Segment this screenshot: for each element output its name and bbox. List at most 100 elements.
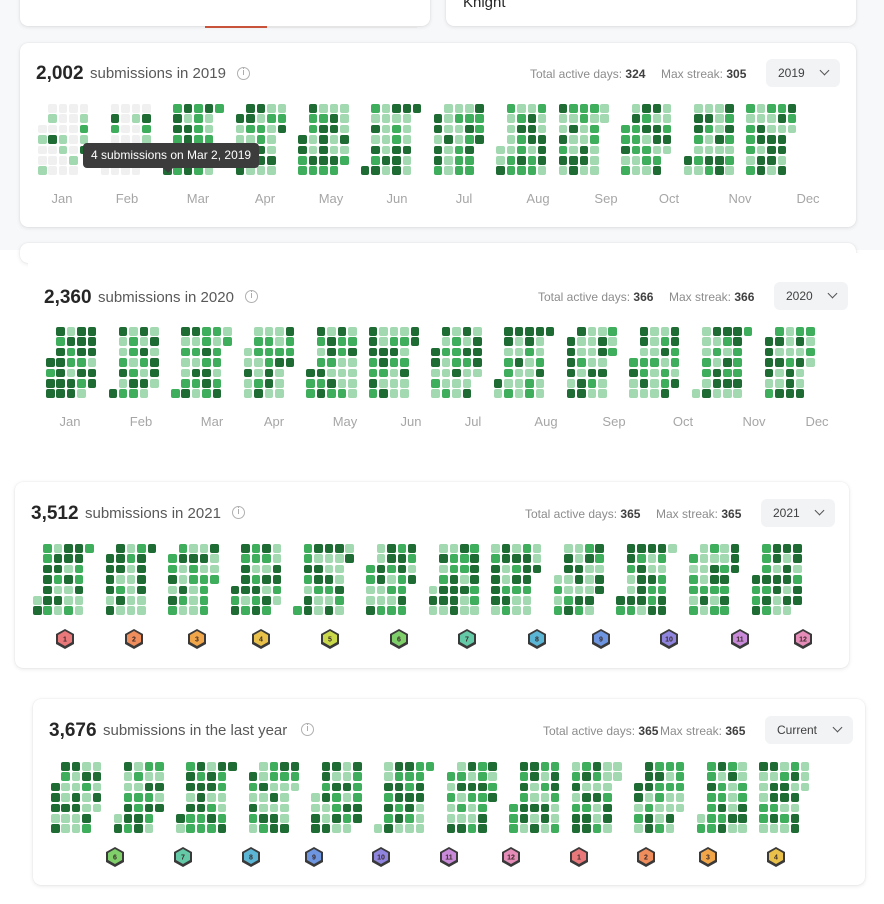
day-cell[interactable]: [366, 564, 375, 574]
day-cell[interactable]: [751, 596, 761, 605]
day-cell[interactable]: [577, 358, 586, 367]
day-cell[interactable]: [48, 135, 57, 144]
day-cell[interactable]: [342, 814, 352, 823]
day-cell[interactable]: [616, 596, 625, 605]
day-cell[interactable]: [241, 606, 250, 615]
day-cell[interactable]: [473, 358, 482, 367]
day-cell[interactable]: [769, 824, 779, 833]
day-cell[interactable]: [631, 104, 641, 113]
day-cell[interactable]: [308, 156, 318, 165]
day-cell[interactable]: [608, 327, 617, 336]
day-cell[interactable]: [665, 814, 675, 823]
day-cell[interactable]: [337, 368, 347, 378]
day-cell[interactable]: [569, 104, 578, 113]
day-cell[interactable]: [527, 166, 537, 175]
day-cell[interactable]: [550, 772, 560, 781]
month-badge-icon[interactable]: 8: [527, 628, 547, 650]
day-cell[interactable]: [189, 606, 198, 615]
day-cell[interactable]: [92, 793, 102, 802]
day-cell[interactable]: [720, 564, 729, 574]
day-cell[interactable]: [204, 124, 214, 134]
day-cell[interactable]: [587, 347, 597, 357]
day-cell[interactable]: [725, 166, 734, 175]
day-cell[interactable]: [772, 544, 782, 553]
day-cell[interactable]: [670, 358, 680, 367]
day-cell[interactable]: [69, 166, 78, 175]
day-cell[interactable]: [452, 379, 461, 388]
day-cell[interactable]: [366, 585, 375, 595]
day-cell[interactable]: [337, 337, 347, 346]
day-cell[interactable]: [675, 803, 685, 813]
day-cell[interactable]: [790, 803, 800, 813]
day-cell[interactable]: [181, 337, 190, 346]
day-cell[interactable]: [439, 606, 448, 615]
day-cell[interactable]: [387, 564, 396, 574]
day-cell[interactable]: [269, 803, 279, 813]
day-cell[interactable]: [501, 564, 511, 574]
day-cell[interactable]: [400, 379, 409, 388]
day-cell[interactable]: [194, 166, 203, 175]
day-cell[interactable]: [795, 358, 805, 367]
day-cell[interactable]: [585, 606, 594, 615]
day-cell[interactable]: [439, 544, 448, 553]
day-cell[interactable]: [764, 368, 774, 378]
day-cell[interactable]: [777, 135, 787, 144]
day-cell[interactable]: [571, 772, 581, 781]
day-cell[interactable]: [230, 596, 240, 605]
day-cell[interactable]: [512, 585, 521, 595]
day-cell[interactable]: [683, 156, 693, 165]
day-cell[interactable]: [662, 114, 672, 123]
day-cell[interactable]: [598, 389, 607, 398]
day-cell[interactable]: [769, 803, 779, 813]
day-cell[interactable]: [501, 606, 511, 615]
day-cell[interactable]: [577, 379, 586, 388]
day-cell[interactable]: [457, 762, 466, 771]
day-cell[interactable]: [595, 575, 604, 584]
day-cell[interactable]: [595, 554, 604, 563]
day-cell[interactable]: [452, 389, 461, 398]
day-cell[interactable]: [540, 793, 550, 802]
day-cell[interactable]: [478, 782, 487, 792]
day-cell[interactable]: [637, 544, 646, 553]
day-cell[interactable]: [603, 814, 612, 823]
day-cell[interactable]: [118, 389, 128, 398]
day-cell[interactable]: [715, 156, 724, 165]
day-cell[interactable]: [353, 782, 362, 792]
day-cell[interactable]: [782, 596, 792, 605]
day-cell[interactable]: [134, 803, 143, 813]
day-cell[interactable]: [58, 135, 68, 144]
day-cell[interactable]: [43, 606, 52, 615]
day-cell[interactable]: [71, 803, 81, 813]
day-cell[interactable]: [657, 554, 667, 563]
day-cell[interactable]: [58, 114, 68, 123]
day-cell[interactable]: [327, 327, 336, 336]
day-cell[interactable]: [746, 124, 755, 134]
day-cell[interactable]: [582, 824, 591, 833]
day-cell[interactable]: [577, 337, 586, 346]
day-cell[interactable]: [381, 104, 391, 113]
day-cell[interactable]: [259, 793, 268, 802]
day-cell[interactable]: [652, 114, 662, 123]
month-badge-icon[interactable]: 1: [569, 846, 589, 868]
day-cell[interactable]: [574, 544, 584, 553]
day-cell[interactable]: [506, 104, 516, 113]
month-badge-icon[interactable]: 12: [501, 846, 521, 868]
day-cell[interactable]: [504, 358, 513, 367]
day-cell[interactable]: [58, 104, 68, 113]
day-cell[interactable]: [199, 544, 209, 553]
day-cell[interactable]: [178, 606, 188, 615]
day-cell[interactable]: [272, 575, 282, 584]
day-cell[interactable]: [746, 114, 755, 123]
day-cell[interactable]: [110, 114, 120, 123]
day-cell[interactable]: [780, 824, 789, 833]
day-cell[interactable]: [259, 762, 268, 771]
day-cell[interactable]: [441, 327, 451, 336]
day-cell[interactable]: [585, 564, 594, 574]
day-cell[interactable]: [717, 793, 727, 802]
day-cell[interactable]: [251, 554, 261, 563]
day-cell[interactable]: [269, 782, 279, 792]
day-cell[interactable]: [92, 803, 102, 813]
day-cell[interactable]: [311, 824, 320, 833]
day-cell[interactable]: [368, 337, 378, 346]
day-cell[interactable]: [780, 782, 789, 792]
